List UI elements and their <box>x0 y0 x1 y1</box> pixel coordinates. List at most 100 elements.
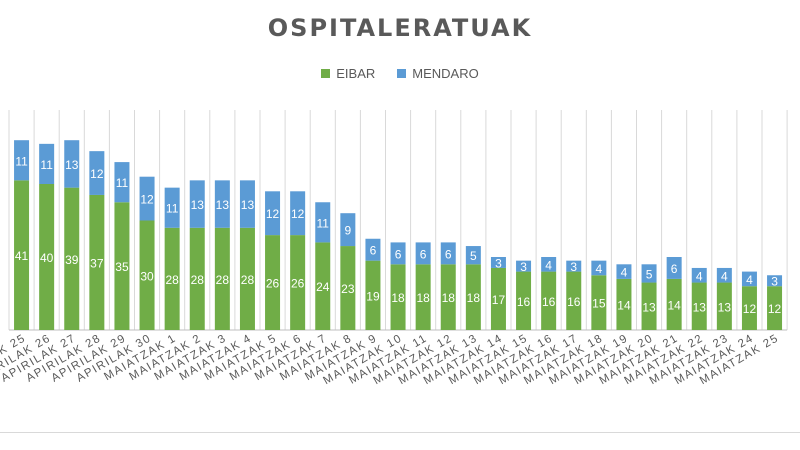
bar-eibar <box>490 267 506 330</box>
bar-eibar <box>465 264 481 330</box>
data-label-eibar: 16 <box>517 295 531 309</box>
bar-eibar <box>239 227 255 330</box>
bar-eibar <box>290 235 306 330</box>
data-label-eibar: 16 <box>542 295 556 309</box>
bar-mendaro <box>214 180 230 228</box>
legend-entry-eibar: EIBAR <box>321 66 375 81</box>
data-label-mendaro: 11 <box>166 202 179 216</box>
legend: EIBAR MENDARO <box>0 66 800 81</box>
data-label-eibar: 28 <box>216 273 230 287</box>
bar-eibar <box>716 282 732 330</box>
data-label-mendaro: 4 <box>721 269 728 283</box>
bar-mendaro <box>189 180 205 228</box>
bar-mendaro <box>114 162 130 203</box>
bar-mendaro <box>64 140 80 188</box>
data-label-mendaro: 4 <box>696 269 703 283</box>
data-label-eibar: 39 <box>65 253 79 267</box>
bar-eibar <box>691 282 707 330</box>
data-label-mendaro: 6 <box>671 262 678 276</box>
bar-eibar <box>767 286 783 330</box>
data-label-mendaro: 13 <box>65 158 79 172</box>
data-label-mendaro: 6 <box>395 247 402 261</box>
data-label-eibar: 12 <box>743 302 757 316</box>
bar-mendaro <box>315 202 331 243</box>
bar-eibar <box>616 278 632 330</box>
data-label-eibar: 14 <box>617 298 631 312</box>
data-label-mendaro: 4 <box>596 262 603 276</box>
data-label-mendaro: 13 <box>216 198 230 212</box>
bar-mendaro <box>365 238 381 261</box>
bar-mendaro <box>767 275 783 287</box>
data-label-mendaro: 11 <box>317 216 330 230</box>
data-label-mendaro: 11 <box>40 158 53 172</box>
data-label-eibar: 35 <box>115 260 129 274</box>
bar-eibar <box>39 184 55 330</box>
data-label-eibar: 15 <box>592 297 606 311</box>
bar-eibar <box>14 180 30 330</box>
data-label-mendaro: 4 <box>746 273 753 287</box>
bar-mendaro <box>290 191 306 236</box>
data-label-eibar: 13 <box>718 300 732 314</box>
bar-eibar <box>741 286 757 330</box>
data-label-eibar: 37 <box>90 256 104 270</box>
data-label-eibar: 12 <box>768 302 782 316</box>
legend-swatch-mendaro <box>397 69 407 78</box>
data-label-eibar: 30 <box>140 269 154 283</box>
data-label-eibar: 13 <box>642 300 656 314</box>
legend-label-eibar: EIBAR <box>336 66 376 81</box>
bar-eibar <box>390 264 406 330</box>
bar-mendaro <box>89 151 105 195</box>
bar-mendaro <box>440 242 456 265</box>
legend-entry-mendaro: MENDARO <box>397 66 479 81</box>
data-label-mendaro: 5 <box>646 267 653 281</box>
bar-eibar <box>516 271 532 330</box>
bar-mendaro <box>415 242 431 265</box>
bar-eibar <box>541 271 557 330</box>
bar-eibar <box>340 246 356 330</box>
bar-mendaro <box>490 257 506 268</box>
legend-swatch-eibar <box>321 69 331 78</box>
bar-mendaro <box>716 267 732 283</box>
data-label-mendaro: 6 <box>445 247 452 261</box>
bar-mendaro <box>340 213 356 247</box>
bar-mendaro <box>741 271 757 287</box>
data-label-mendaro: 3 <box>570 260 577 274</box>
bar-eibar <box>114 202 130 330</box>
data-label-mendaro: 3 <box>520 260 527 274</box>
data-label-mendaro: 12 <box>291 207 305 221</box>
data-label-mendaro: 11 <box>15 154 28 168</box>
data-label-eibar: 26 <box>291 277 305 291</box>
data-label-eibar: 19 <box>366 289 380 303</box>
bar-eibar <box>265 235 281 330</box>
data-label-eibar: 17 <box>492 293 506 307</box>
bar-eibar <box>440 264 456 330</box>
bar-mendaro <box>39 143 55 184</box>
data-label-eibar: 16 <box>567 295 581 309</box>
data-label-mendaro: 13 <box>241 198 255 212</box>
data-label-eibar: 28 <box>241 273 255 287</box>
bottom-border <box>0 432 800 433</box>
bar-eibar <box>164 227 180 330</box>
bar-eibar <box>89 194 105 330</box>
data-label-mendaro: 9 <box>345 224 352 238</box>
data-label-eibar: 14 <box>667 298 681 312</box>
bar-eibar <box>666 278 682 330</box>
bar-mendaro <box>666 257 682 279</box>
bar-mendaro <box>616 264 632 279</box>
bar-eibar <box>415 264 431 330</box>
legend-label-mendaro: MENDARO <box>412 66 479 81</box>
data-label-eibar: 18 <box>391 291 405 305</box>
bar-mendaro <box>641 264 657 283</box>
bar-eibar <box>189 227 205 330</box>
bar-mendaro <box>14 140 30 181</box>
bar-mendaro <box>541 257 557 272</box>
bar-mendaro <box>239 180 255 228</box>
bar-mendaro <box>164 187 180 228</box>
chart-title: OSPITALERATUAK <box>267 14 533 42</box>
data-label-eibar: 13 <box>693 300 707 314</box>
data-label-eibar: 18 <box>467 291 481 305</box>
data-label-eibar: 28 <box>191 273 205 287</box>
data-label-eibar: 40 <box>40 251 54 265</box>
